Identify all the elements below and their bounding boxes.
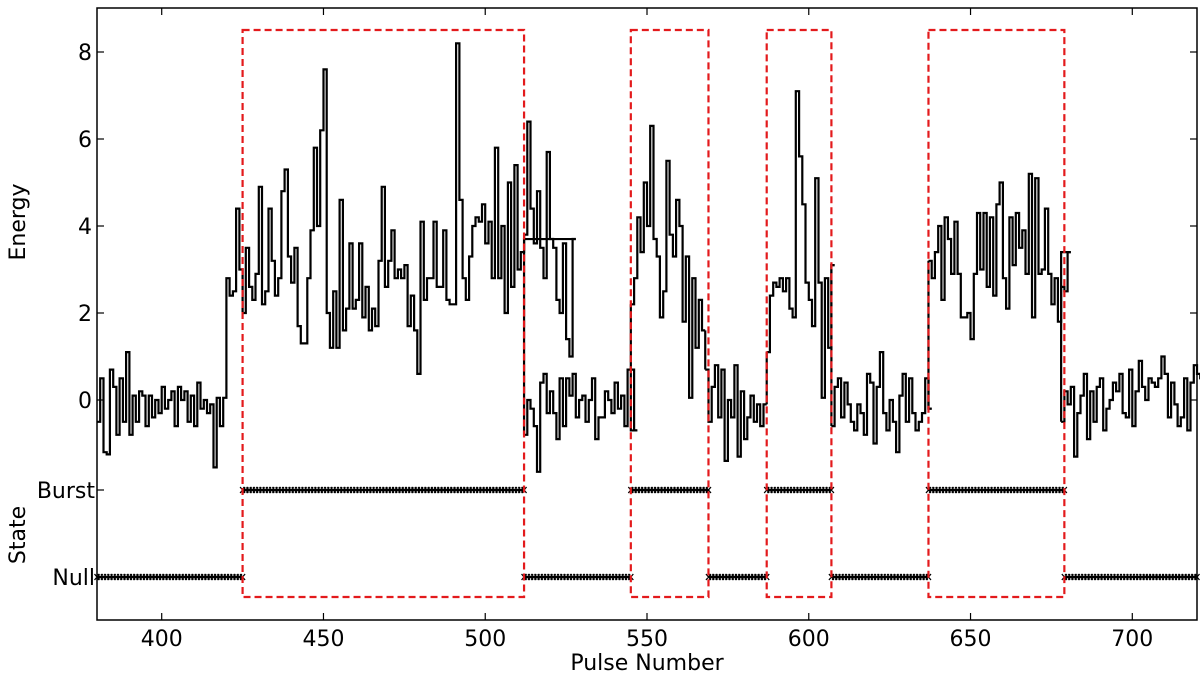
x-axis-label: Pulse Number xyxy=(570,651,724,676)
energy-step-line-1 xyxy=(524,368,638,473)
energy-step-line-3 xyxy=(705,364,767,462)
state-markers-null xyxy=(705,573,770,581)
burst-box-2 xyxy=(629,28,710,599)
state-axis-label: State xyxy=(6,506,31,564)
x-tick-label-500: 500 xyxy=(464,627,506,652)
energy-tick-label-4: 4 xyxy=(78,215,92,240)
energy-step-line-2 xyxy=(630,124,706,399)
state-panel xyxy=(94,486,1200,581)
energy-tick-label-0: 0 xyxy=(78,389,92,414)
burst-box-4 xyxy=(927,28,1066,599)
energy-tick-label-8: 8 xyxy=(78,41,92,66)
x-tick-label-700: 700 xyxy=(1111,627,1153,652)
state-tick-label-burst: Burst xyxy=(37,479,96,504)
tick-marks: 400 450 500 550 600 650 700 0 2 4 6 8 Burst Null xyxy=(37,8,1197,652)
x-tick-label-400: 400 xyxy=(141,627,183,652)
energy-step-connector xyxy=(1060,251,1071,422)
state-markers-burst xyxy=(925,486,1068,494)
x-tick-label-450: 450 xyxy=(302,627,344,652)
energy-step-line-4 xyxy=(766,90,835,399)
state-markers-burst xyxy=(627,486,712,494)
energy-tick-label-2: 2 xyxy=(78,302,92,327)
state-markers-null xyxy=(828,573,932,581)
burst-boxes xyxy=(241,28,1066,599)
x-tick-label-650: 650 xyxy=(950,627,992,652)
energy-step-line-0 xyxy=(97,42,576,469)
burst-box-1 xyxy=(241,28,526,599)
energy-step-line-7 xyxy=(1061,355,1200,458)
x-tick-label-600: 600 xyxy=(788,627,830,652)
energy-step-line-5 xyxy=(831,351,932,454)
energy-panel xyxy=(97,42,1200,473)
x-tick-label-550: 550 xyxy=(626,627,668,652)
energy-step-line-6 xyxy=(928,172,1071,341)
state-tick-label-null: Null xyxy=(52,566,95,591)
energy-tick-label-6: 6 xyxy=(78,128,92,153)
burst-box-3 xyxy=(765,28,833,599)
energy-axis-label: Energy xyxy=(6,183,31,260)
